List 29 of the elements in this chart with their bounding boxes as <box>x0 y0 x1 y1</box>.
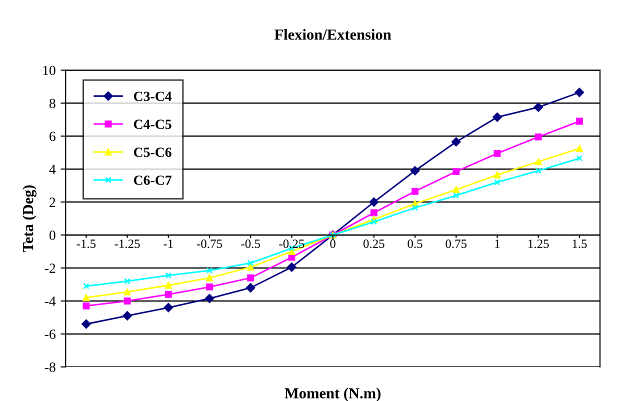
legend-label: C3-C4 <box>134 92 172 102</box>
x-tick-label: 1 <box>495 240 500 248</box>
x-tick-label: -1 <box>164 240 173 248</box>
y-tick-label: 6 <box>50 132 56 142</box>
x-tick-label: 1.5 <box>572 240 587 248</box>
y-tick-label: 2 <box>50 198 56 207</box>
y-tick-label: -6 <box>44 330 56 339</box>
x-tick-label: -0.5 <box>241 240 260 248</box>
y-tick-label: 4 <box>49 164 56 174</box>
y-tick-label: -2 <box>44 264 56 273</box>
legend-label: C6-C7 <box>134 176 172 185</box>
y-tick-label: -4 <box>44 296 56 306</box>
legend-label: C4-C5 <box>134 120 172 130</box>
y-tick-label: 0 <box>49 230 56 240</box>
y-tick-label: 10 <box>43 66 56 76</box>
y-tick-label: -8 <box>44 362 56 372</box>
x-tick-label: -1.25 <box>114 240 140 248</box>
y-axis-title: Teta (Deg) <box>22 185 36 252</box>
x-tick-label: 0.25 <box>363 240 384 248</box>
x-tick-label: 0.75 <box>446 240 467 248</box>
legend-label: C5-C6 <box>134 148 172 157</box>
x-tick-label: 1.25 <box>528 240 549 248</box>
x-tick-label: -0.25 <box>279 240 304 248</box>
x-tick-label: -0.75 <box>196 240 222 248</box>
x-tick-label: -1.5 <box>76 240 96 248</box>
y-tick-label: 8 <box>49 98 56 108</box>
x-tick-label: 0.5 <box>408 240 422 248</box>
x-tick-label: 0 <box>330 240 336 248</box>
chart-title: Flexion/Extension <box>274 29 392 40</box>
